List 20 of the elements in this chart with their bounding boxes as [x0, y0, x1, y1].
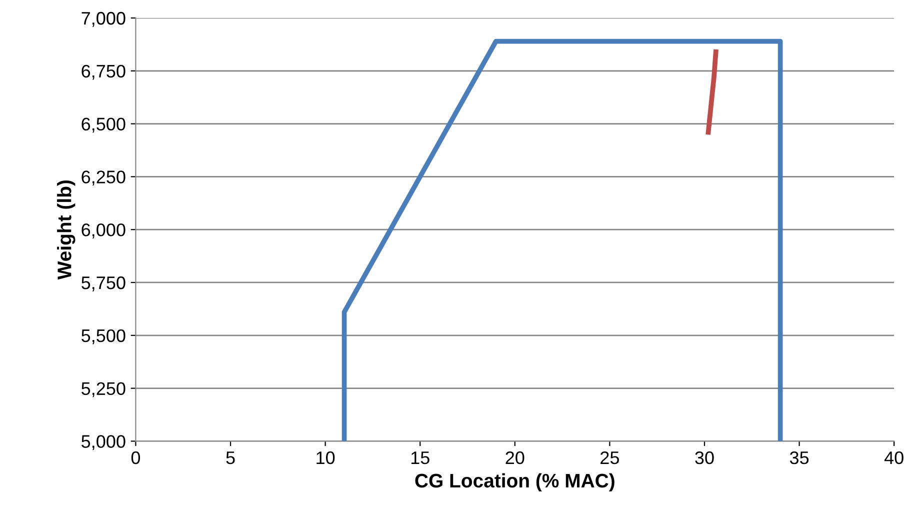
y-tick-label: 5,250 [82, 382, 126, 398]
x-tick-label: 10 [316, 451, 335, 464]
x-tick-label: 0 [131, 451, 140, 464]
x-tick-label: 40 [884, 451, 904, 464]
y-tick-label: 5,500 [82, 329, 126, 344]
y-tick-label: 6,750 [82, 64, 126, 80]
x-tick-label: 15 [411, 452, 430, 464]
y-tick-label: 7,000 [82, 12, 126, 27]
x-tick-label: 35 [790, 451, 809, 464]
y-tick-label: 6,250 [82, 170, 126, 186]
x-axis-title: CG Location (% MAC) [415, 473, 614, 492]
x-tick-label: 5 [226, 452, 235, 464]
y-tick-label: 6,500 [82, 118, 126, 133]
x-tick-label: 30 [695, 451, 714, 464]
y-tick-label: 5,750 [82, 276, 126, 292]
y-tick-label: 6,000 [82, 224, 126, 238]
y-axis-title: Weight (lb) [57, 180, 76, 280]
x-tick-label: 20 [506, 451, 524, 464]
y-tick-label: 5,000 [82, 435, 126, 450]
x-tick-label: 25 [600, 451, 619, 464]
